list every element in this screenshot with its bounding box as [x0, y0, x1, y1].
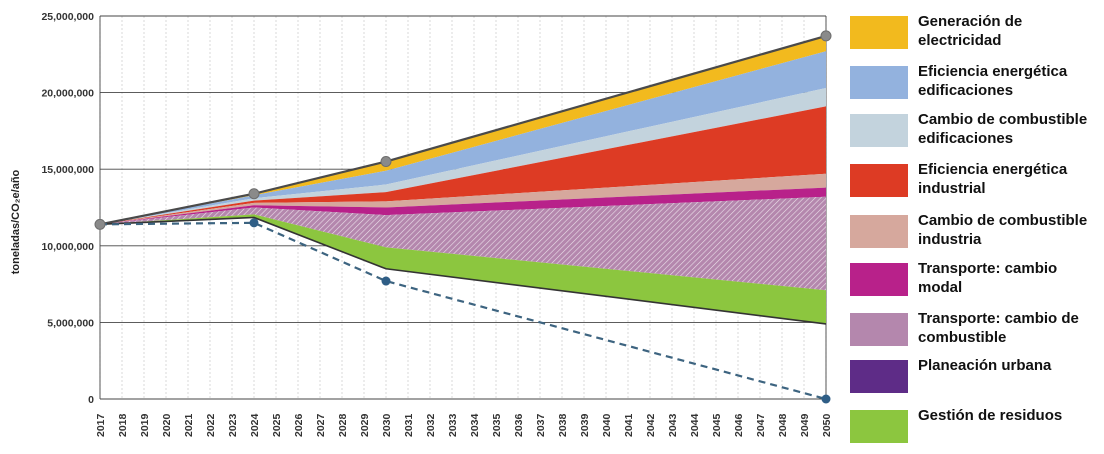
y-tick-label: 0: [88, 394, 94, 406]
x-tick-label: 2045: [711, 413, 723, 437]
area-band-4: [100, 106, 826, 225]
x-tick-label: 2043: [667, 413, 679, 437]
target-point: [381, 276, 391, 286]
x-tick-label: 2036: [513, 413, 525, 437]
legend-label: Cambio de combustible edificaciones: [918, 111, 1088, 147]
reduced-path-line: [99, 216, 827, 325]
legend-label: Transporte: cambio modal: [918, 260, 1058, 296]
legend-swatch: [850, 410, 908, 443]
x-tick-label: 2023: [227, 413, 239, 437]
baseline-point: [820, 30, 832, 42]
baseline-point: [248, 188, 260, 200]
area-band-7: [100, 196, 826, 291]
legend-label: Generación de electricidad: [918, 13, 1023, 49]
emissions-area-chart: 0 5,000,000 10,000,000 15,000,000 20,000,000…: [10, 11, 833, 437]
x-tick-label: 2040: [601, 413, 613, 437]
legend-swatch: [850, 263, 908, 296]
chart-lines: [94, 30, 832, 404]
y-tick-label: 25,000,000: [41, 11, 94, 23]
x-tick-label: 2026: [293, 413, 305, 437]
x-tick-label: 2024: [249, 413, 261, 437]
x-tick-label: 2034: [469, 413, 481, 437]
legend-item: Eficiencia energética industrial: [850, 160, 1104, 208]
x-tick-label: 2018: [117, 413, 129, 437]
x-tick-label: 2048: [777, 413, 789, 437]
legend-label: Transporte: cambio de combustible: [918, 310, 1079, 346]
x-tick-label: 2050: [821, 413, 833, 437]
x-tick-label: 2039: [579, 413, 591, 437]
x-tick-label: 2028: [337, 413, 349, 437]
x-tick-label: 2041: [623, 413, 635, 437]
x-tick-label: 2037: [535, 413, 547, 437]
x-tick-label: 2017: [95, 413, 107, 437]
x-tick-label: 2046: [733, 413, 745, 437]
x-tick-label: 2042: [645, 413, 657, 437]
x-tick-label: 2047: [755, 413, 767, 437]
x-tick-label: 2020: [161, 413, 173, 437]
target-point: [821, 394, 831, 404]
x-tick-label: 2044: [689, 413, 701, 437]
y-tick-label: 20,000,000: [41, 88, 94, 100]
legend-label: Eficiencia energética edificaciones: [918, 63, 1068, 99]
legend-swatch: [850, 16, 908, 49]
legend-label: Cambio de combustible industria: [918, 212, 1088, 248]
x-tick-label: 2019: [139, 413, 151, 437]
area-band-9: [100, 214, 826, 324]
legend-item: Cambio de combustible industria: [850, 211, 1104, 259]
baseline-point: [380, 156, 392, 168]
target-dashed-line: [99, 221, 827, 401]
y-axis-title: toneladas/CO₂e/año: [10, 169, 22, 274]
legend-label: Planeación urbana: [918, 357, 1052, 374]
x-tick-label: 2029: [359, 413, 371, 437]
legend-item: Transporte: cambio de combustible: [850, 309, 1104, 357]
area-bands: [100, 35, 826, 324]
legend-item: Planeación urbana: [850, 356, 1104, 404]
x-axis-ticks: 2017 2018 2019 2020 2021 2022 2023 2024 2025 2026…: [95, 413, 833, 437]
x-tick-label: 2038: [557, 413, 569, 437]
legend-swatch: [850, 164, 908, 197]
x-tick-label: 2027: [315, 413, 327, 437]
x-tick-label: 2032: [425, 413, 437, 437]
x-tick-label: 2022: [205, 413, 217, 437]
x-tick-label: 2033: [447, 413, 459, 437]
x-tick-label: 2035: [491, 413, 503, 437]
legend-swatch: [850, 313, 908, 346]
y-axis-ticks: 0 5,000,000 10,000,000 15,000,000 20,000,000…: [41, 11, 94, 406]
area-band-6: [100, 187, 826, 225]
target-point: [249, 218, 259, 228]
area-band-5: [100, 173, 826, 225]
legend-label: Eficiencia energética industrial: [918, 161, 1068, 197]
baseline-point: [94, 218, 106, 230]
x-tick-label: 2031: [403, 413, 415, 437]
chart-legend: Generación de electricidad Eficiencia ene…: [850, 0, 1104, 443]
y-tick-label: 5,000,000: [47, 317, 94, 329]
baseline-line: [99, 34, 827, 226]
legend-item: Eficiencia energética edificaciones: [850, 62, 1104, 110]
legend-swatch: [850, 66, 908, 99]
legend-item: Transporte: cambio modal: [850, 259, 1104, 307]
legend-label: Gestión de residuos: [918, 407, 1063, 424]
y-tick-label: 10,000,000: [41, 241, 94, 253]
legend-item: Cambio de combustible edificaciones: [850, 110, 1104, 158]
x-tick-label: 2030: [381, 413, 393, 437]
y-tick-label: 15,000,000: [41, 164, 94, 176]
x-tick-label: 2025: [271, 413, 283, 437]
legend-swatch: [850, 360, 908, 393]
x-tick-label: 2021: [183, 413, 195, 437]
x-tick-label: 2049: [799, 413, 811, 437]
legend-swatch: [850, 114, 908, 147]
legend-item: Generación de electricidad: [850, 12, 1104, 60]
legend-swatch: [850, 215, 908, 248]
legend-item: Gestión de residuos: [850, 406, 1104, 454]
